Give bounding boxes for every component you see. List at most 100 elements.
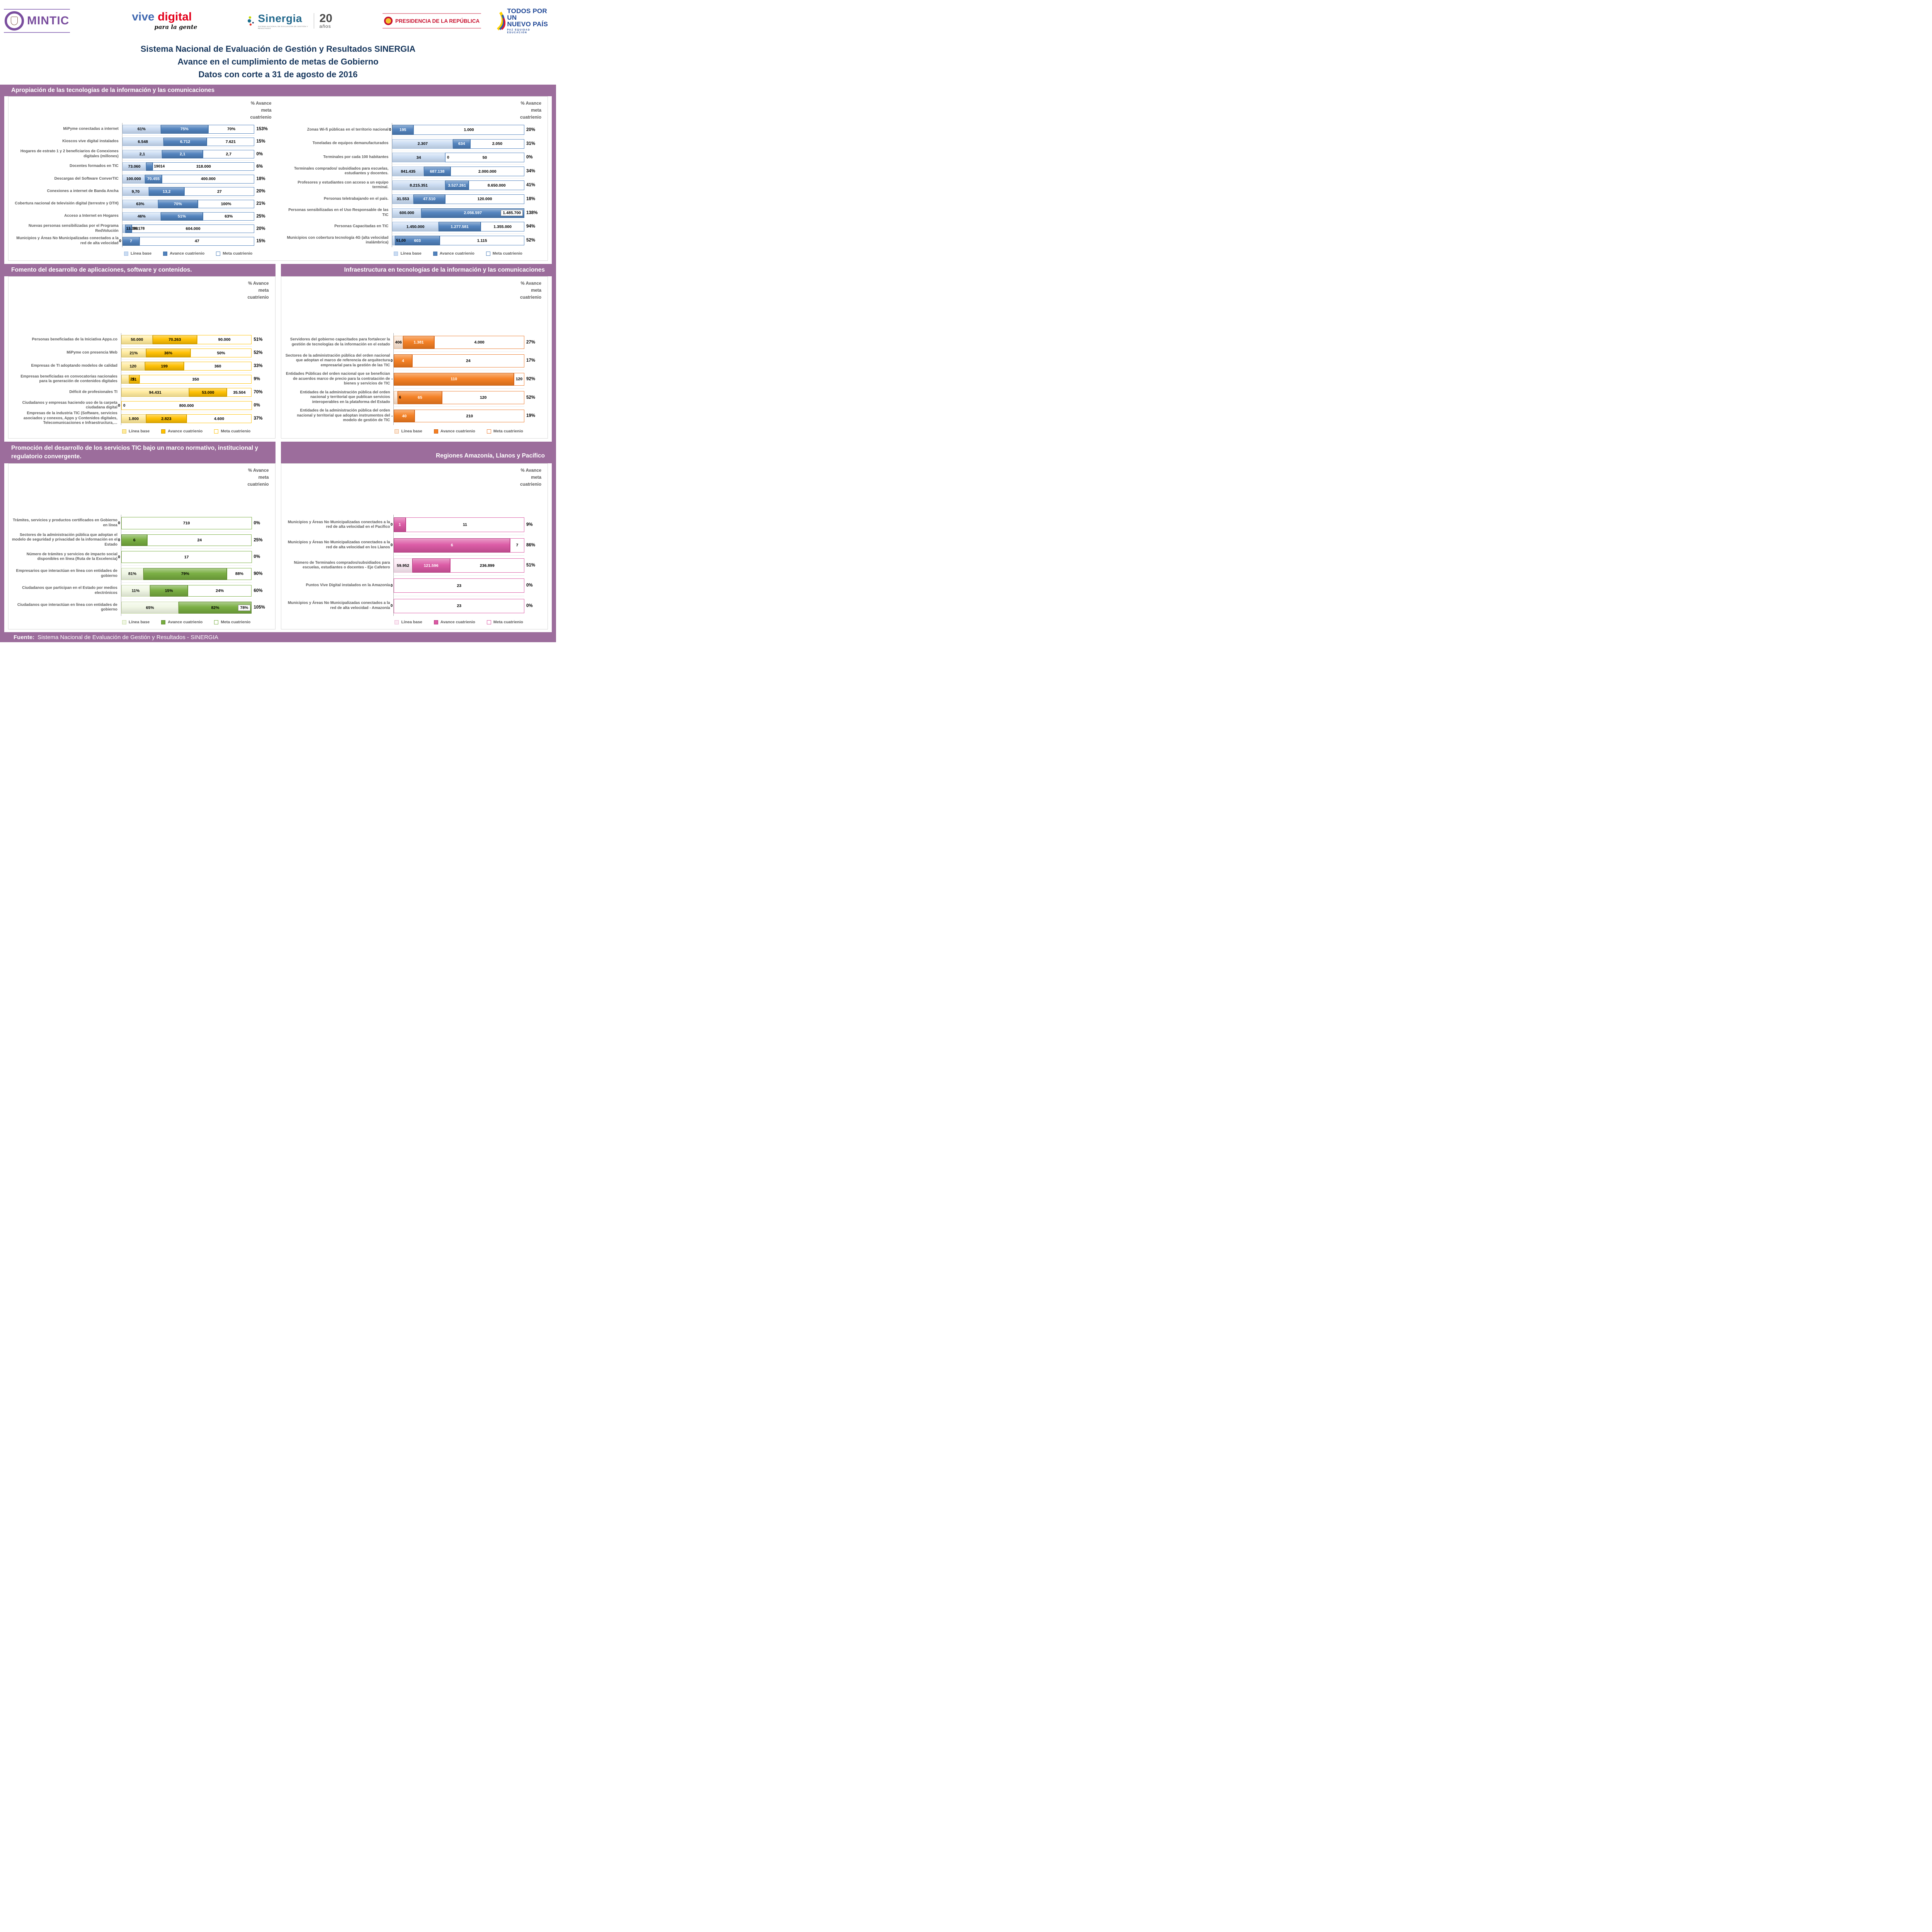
row-label: Cobertura nacional de televisión digital… bbox=[15, 201, 119, 206]
row-percent: 33% bbox=[253, 364, 263, 368]
row-bars: 2,1 2,1 2,7 bbox=[122, 148, 255, 160]
value-axis-label-line: cuatrienio bbox=[247, 295, 269, 300]
bar-segment-avance: 634 bbox=[453, 139, 470, 149]
poster-page: MINTIC vive digital para la gente Sinerg… bbox=[0, 0, 556, 649]
row-label: Docentes formados en TIC bbox=[70, 164, 119, 168]
chart-row: Ciudadanos y empresas haciendo uso de la… bbox=[12, 399, 272, 412]
chart-infraestructura: % Avance meta cuatrienio Servidores del gob… bbox=[284, 278, 545, 437]
bar-segment-base: 73.060 bbox=[122, 162, 146, 171]
section-header-regiones: Regiones Amazonía, Llanos y Pacífico bbox=[281, 442, 552, 463]
legend-swatch-icon bbox=[395, 429, 399, 434]
row-label: Municipios y Áreas No Municipalizadas co… bbox=[287, 520, 390, 529]
legend-item-linea-base: Línea base bbox=[122, 620, 150, 624]
row-percent: 51% bbox=[526, 563, 536, 568]
row-percent: 25% bbox=[253, 537, 263, 543]
chart-row: Zonas Wi-fi públicas en el territorio na… bbox=[282, 123, 545, 137]
legend-swatch-icon bbox=[434, 620, 438, 624]
bar-segment-avance: 53.000 bbox=[189, 388, 227, 397]
chart-row: Descargas del Software ConverTIC 100.000 7… bbox=[12, 172, 275, 185]
chart-row: Terminales por cada 100 habitantes 34 50 0 0… bbox=[282, 150, 545, 165]
row-label: Ciudadanos que participan en el Estado p… bbox=[22, 586, 117, 595]
row-bars: 1.450.000 1.277.581 1.355.000 bbox=[392, 219, 524, 234]
bar-segment-meta: 4.600 bbox=[186, 414, 252, 423]
row-bars: 23 0 bbox=[391, 575, 524, 596]
chart-row: Municipios y Áreas No Municipalizadas co… bbox=[12, 235, 275, 248]
chart-legend: Línea base Avance cuatrienio Meta cuatrien… bbox=[393, 620, 524, 624]
stacked-bar: 100.000 70.455 400.000 bbox=[122, 175, 255, 184]
bar-value-label: 0 bbox=[119, 239, 121, 243]
bar-segment-meta: 24 bbox=[412, 354, 524, 367]
row-label: Municipios y Áreas No Municipalizadas co… bbox=[287, 540, 390, 549]
row-percent: 52% bbox=[526, 238, 536, 243]
row-label: Hogares de estrato 1 y 2 beneficiarios d… bbox=[20, 149, 119, 158]
bar-value-label: 0 bbox=[390, 604, 393, 608]
stacked-bar: 31 350 bbox=[121, 374, 252, 384]
legend-swatch-icon bbox=[161, 620, 166, 624]
bar-segment-meta: 2.050 bbox=[470, 139, 524, 149]
chart-row: Empresas beneficiadas en convocatorias n… bbox=[12, 372, 272, 386]
chart-row: Entidades Públicas del orden nacional qu… bbox=[284, 370, 545, 388]
row-percent: 18% bbox=[526, 196, 536, 201]
bar-segment-meta: 70% bbox=[208, 124, 255, 134]
bar-segment-avance: 70.263 bbox=[152, 335, 197, 345]
bar-segment-base: 50.000 bbox=[121, 335, 153, 345]
row-percent: 92% bbox=[526, 376, 536, 381]
row-percent: 41% bbox=[526, 183, 536, 188]
bar-segment-base: 2.307 bbox=[392, 139, 453, 149]
stacked-bar: 21% 36% 50% bbox=[121, 348, 252, 358]
bar-segment-avance: 75% bbox=[160, 124, 208, 134]
row-bars: 8.215.351 3.527.261 8.650.000 bbox=[392, 178, 524, 192]
chart-row: Número de Terminales comprados/subsidiad… bbox=[284, 555, 545, 576]
row-bars: 31 350 25 bbox=[121, 372, 252, 386]
legend-item-avance-cuatrienio: Avance cuatrienio bbox=[163, 251, 204, 256]
legend-item-linea-base: Línea base bbox=[394, 251, 422, 256]
presidencia-logo: PRESIDENCIA DE LA REPÚBLICA bbox=[383, 13, 481, 29]
bar-segment-meta: 120 bbox=[514, 372, 524, 386]
chart-row: Número de trámites y servicios de impact… bbox=[12, 548, 272, 566]
chart-row: MiPyme conectadas a internet 61% 75% 70% 153… bbox=[12, 123, 275, 136]
bar-value-label: 19014 bbox=[154, 164, 165, 169]
chart-row: Ciudadanos que participan en el Estado p… bbox=[12, 582, 272, 599]
row-bars: 9,70 13,2 27 bbox=[122, 185, 255, 198]
chart-row: Toneladas de equipos demanufacturados 2.3… bbox=[282, 136, 545, 151]
stacked-bar: 6.548 6.712 7.621 bbox=[122, 137, 255, 146]
row-label: Sectores de la administración pública qu… bbox=[12, 532, 117, 547]
row-percent: 70% bbox=[253, 390, 263, 395]
bar-value-label: 0 bbox=[118, 555, 120, 560]
bar-segment-meta: 100% bbox=[197, 199, 255, 209]
source-footer: Fuente: Sistema Nacional de Evaluación d… bbox=[4, 632, 552, 642]
vive-digital-logo: vive digital para la gente bbox=[132, 11, 197, 31]
row-percent: 0% bbox=[256, 151, 263, 156]
row-label: Conexiones a internet de Banda Ancha bbox=[47, 189, 119, 193]
presidencia-bottom-rule bbox=[383, 28, 481, 29]
chart-row: Empresarios que interactúan en línea con… bbox=[12, 565, 272, 582]
bar-segment-avance: 1.277.581 bbox=[438, 222, 481, 232]
value-axis-label-line: cuatrienio bbox=[250, 115, 272, 120]
chart-row: Entidades de la administración pública d… bbox=[284, 406, 545, 425]
row-percent: 25% bbox=[256, 214, 265, 219]
row-label: Servidores del gobierno capacitados para… bbox=[290, 337, 390, 347]
row-label: Sectores de la administración pública de… bbox=[285, 353, 390, 367]
stacked-bar: 50.000 70.263 90.000 bbox=[121, 335, 252, 345]
value-axis-label-line: % Avance bbox=[248, 468, 269, 473]
bar-segment-base: 8.215.351 bbox=[392, 180, 445, 190]
chart-regiones: % Avance meta cuatrienio Municipios y Áreas… bbox=[284, 465, 545, 628]
legend-swatch-icon bbox=[395, 620, 399, 624]
bar-segment-avance bbox=[146, 162, 153, 171]
row-label: Entidades de la administración pública d… bbox=[300, 390, 390, 404]
chart-row: Municipios y Áreas No Municipalizadas co… bbox=[284, 535, 545, 555]
chart-header: % Avance meta cuatrienio bbox=[12, 98, 275, 123]
bar-segment-meta: 90.000 bbox=[197, 335, 252, 345]
bar-value-label: 13.390 bbox=[126, 226, 138, 231]
stacked-bar: 94.431 53.000 35.504 bbox=[121, 388, 252, 397]
bar-value-label: 25 bbox=[130, 377, 135, 381]
row-bars: 50.000 70.263 90.000 bbox=[121, 333, 252, 346]
nuevo-pais-line1: TODOS POR UN bbox=[507, 7, 547, 21]
chart-row: Puntos Vive Digital instalados en la Ama… bbox=[284, 575, 545, 596]
title-line-2: Avance en el cumplimiento de metas de Go… bbox=[177, 57, 379, 66]
row-label: Trámites, servicios y productos certific… bbox=[13, 518, 117, 527]
mintic-top-rule bbox=[4, 9, 70, 10]
bar-segment-avance: 1.381 bbox=[403, 335, 435, 349]
presidencia-wordmark: PRESIDENCIA DE LA REPÚBLICA bbox=[395, 18, 480, 24]
